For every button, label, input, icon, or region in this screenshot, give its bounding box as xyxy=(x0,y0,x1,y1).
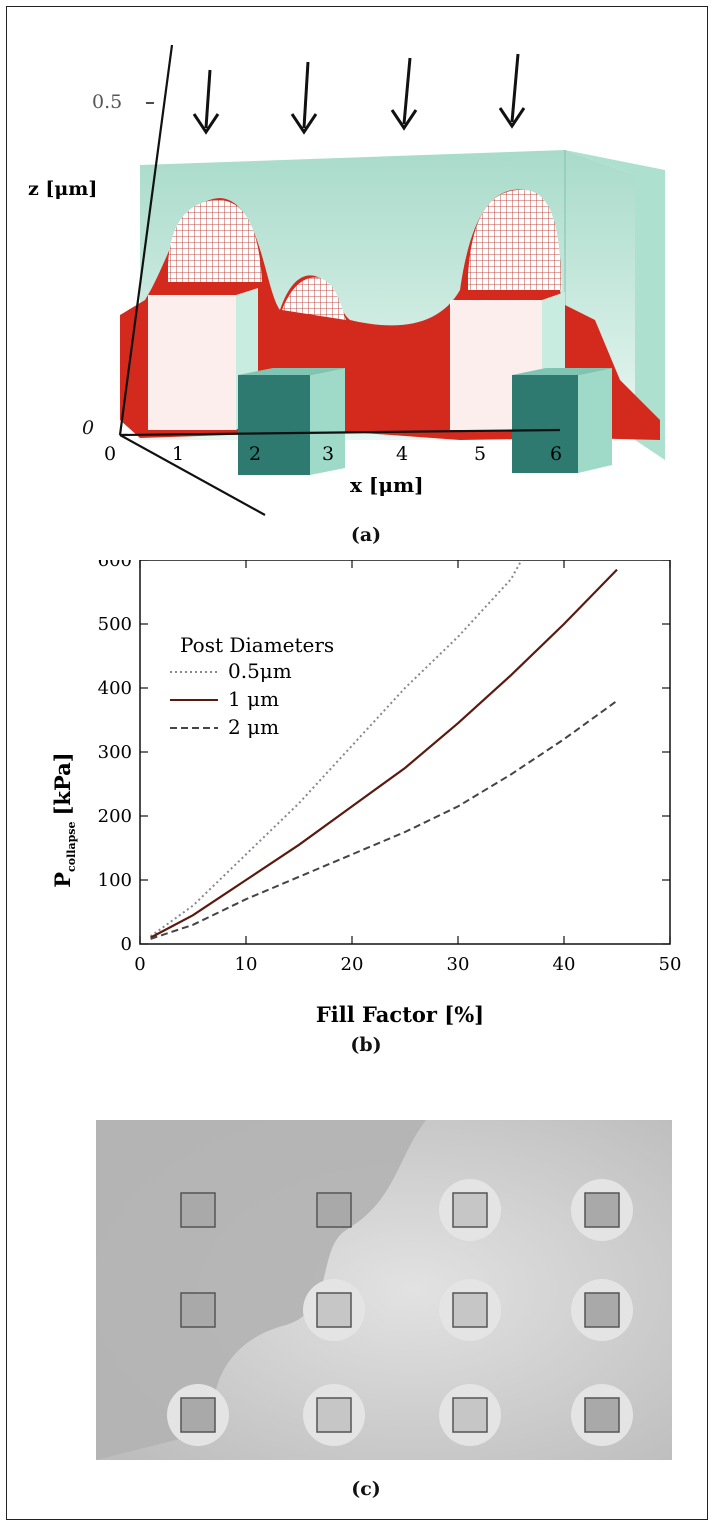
micro-post xyxy=(181,1398,215,1432)
legend-entry: 2 μm xyxy=(228,715,279,739)
x-axis-label: Fill Factor [%] xyxy=(316,1002,484,1027)
panel-b-chart: 0 100 200 300 400 500 600 0 10 20 30 40 50 Post Dia… xyxy=(20,560,696,1100)
x-tick-label: 20 xyxy=(341,954,364,975)
x-tick-label: 3 xyxy=(322,443,334,465)
x-tick-label: 0 xyxy=(134,954,145,975)
micro-post xyxy=(453,1193,487,1227)
micro-post xyxy=(585,1193,619,1227)
panel-a-surface-plot: 0.5 0 z [μm] x [μm] 0 1 2 3 4 5 6 xyxy=(20,20,696,520)
y-axis-label: Pcollapse [kPa] xyxy=(50,752,78,887)
y-tick-label: 300 xyxy=(98,742,132,763)
x-tick-label: 2 xyxy=(249,443,261,465)
y-tick-label: 400 xyxy=(98,678,132,699)
y-label-sub: collapse xyxy=(65,822,78,872)
micro-post xyxy=(317,1193,351,1227)
x-tick-label: 1 xyxy=(172,443,184,465)
legend-entry: 1 μm xyxy=(228,687,279,711)
z-tick-label: 0.5 xyxy=(92,91,122,113)
micro-post xyxy=(181,1193,215,1227)
panel-b-caption: (b) xyxy=(336,1034,396,1056)
down-arrow-icon xyxy=(500,54,524,126)
micrograph-svg xyxy=(96,1120,672,1460)
svg-text:Pcollapse[kPa]: Pcollapse [kPa] xyxy=(50,752,78,887)
surface-plot-svg: 0.5 0 z [μm] x [μm] 0 1 2 3 4 5 6 xyxy=(20,20,696,520)
panel-a-caption: (a) xyxy=(336,524,396,546)
micro-post xyxy=(585,1398,619,1432)
panel-c-caption: (c) xyxy=(336,1478,396,1500)
collapse-pressure-chart: 0 100 200 300 400 500 600 0 10 20 30 40 50 Post Dia… xyxy=(20,560,696,1030)
y-tick-label: 500 xyxy=(98,614,132,635)
y-label-main: P xyxy=(50,872,75,888)
micro-post xyxy=(317,1293,351,1327)
y-label-unit: [kPa] xyxy=(50,752,75,815)
micro-post xyxy=(453,1293,487,1327)
legend-entry: 0.5μm xyxy=(228,659,292,683)
x-tick-label: 30 xyxy=(447,954,470,975)
x-tick-label: 4 xyxy=(396,443,408,465)
x-tick-label: 6 xyxy=(550,443,562,465)
y-tick-label: 0 xyxy=(121,934,132,955)
x-tick-label: 10 xyxy=(235,954,258,975)
down-arrow-icon xyxy=(292,62,316,132)
z-tick-label: 0 xyxy=(82,417,94,439)
y-tick-label: 600 xyxy=(98,560,132,571)
y-tick-label: 200 xyxy=(98,806,132,827)
arrows-group xyxy=(194,54,524,132)
micro-post xyxy=(585,1293,619,1327)
z-axis-label: z [μm] xyxy=(28,178,97,200)
x-tick-label: 5 xyxy=(474,443,486,465)
down-arrow-icon xyxy=(194,70,218,132)
y-tick-label: 100 xyxy=(98,870,132,891)
micro-post xyxy=(181,1293,215,1327)
x-tick-labels: 0 1 2 3 4 5 6 xyxy=(104,443,562,465)
legend-title: Post Diameters xyxy=(180,633,334,657)
x-tick-label: 0 xyxy=(104,443,116,465)
micro-post xyxy=(317,1398,351,1432)
x-axis-label: x [μm] xyxy=(350,473,424,497)
panel-c-micrograph xyxy=(96,1120,672,1500)
micro-post xyxy=(453,1398,487,1432)
x-tick-label: 40 xyxy=(553,954,576,975)
plot-area xyxy=(140,560,670,944)
down-arrow-icon xyxy=(392,58,416,128)
x-tick-label: 50 xyxy=(659,954,682,975)
